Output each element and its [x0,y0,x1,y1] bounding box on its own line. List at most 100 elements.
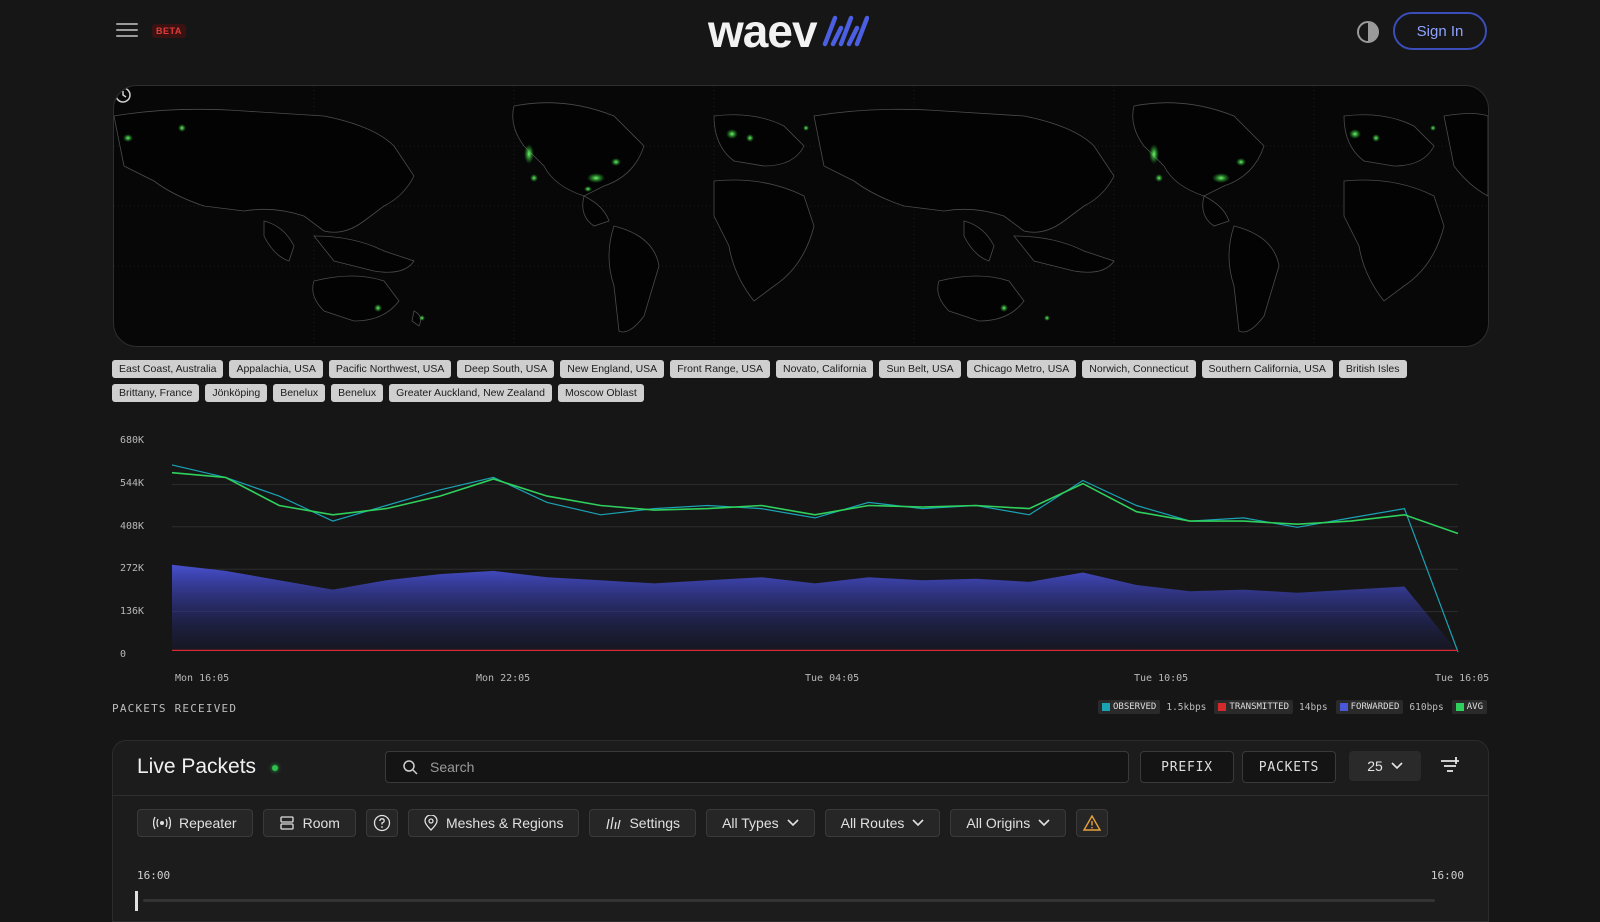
legend-item[interactable]: AVG [1451,700,1487,714]
chevron-down-icon [1391,762,1403,770]
settings-icon [606,816,622,830]
packets-button[interactable]: PACKETS [1242,751,1336,783]
history-icon[interactable] [114,86,132,104]
filter-icon[interactable] [1439,756,1461,776]
y-tick: 272K [120,563,145,574]
x-tick: Tue 10:05 [1134,673,1189,684]
legend-swatch [1102,703,1110,711]
region-tag[interactable]: Brittany, France [112,384,200,402]
series-observed-line [171,464,1459,653]
y-tick: 136K [120,606,145,617]
region-tag[interactable]: Front Range, USA [670,360,770,378]
x-tick: Tue 04:05 [805,673,860,684]
legend-value: 1.5kbps [1166,701,1207,713]
legend-value: 610bps [1409,701,1444,713]
legend-swatch [1218,703,1227,711]
timeline-track[interactable] [143,899,1435,902]
warning-icon [1083,815,1102,831]
region-tag[interactable]: Norwich, Connecticut [1082,360,1196,378]
settings-label: Settings [629,815,681,831]
legend-key: TRANSMITTED [1214,700,1294,714]
world-map[interactable] [113,85,1489,347]
region-tag[interactable]: Pacific Northwest, USA [328,360,452,378]
search-box[interactable] [385,751,1129,783]
menu-icon[interactable] [116,20,138,42]
legend-name: FORWARDED [1350,702,1400,712]
chevron-down-icon [1038,819,1050,827]
legend-key: AVG [1451,700,1487,714]
meshes-label: Meshes & Regions [445,815,564,831]
region-tag[interactable]: Benelux [273,384,326,402]
live-packets-title: Live Packets [137,755,257,778]
y-tick: 680K [120,435,145,446]
timeline-start: 16:00 [137,869,171,882]
region-tag[interactable]: Greater Auckland, New Zealand [389,384,552,402]
x-tick: Tue 16:05 [1435,673,1490,684]
page-size-select[interactable]: 25 [1349,751,1421,781]
routes-dropdown[interactable]: All Routes [824,809,941,837]
region-tag[interactable]: British Isles [1338,360,1407,378]
origins-label: All Origins [966,815,1031,831]
live-status-dot [272,765,278,771]
room-label: Room [302,815,340,831]
region-tag[interactable]: Southern California, USA [1201,360,1333,378]
y-tick: 544K [120,478,145,489]
x-tick: Mon 16:05 [175,673,230,684]
logo[interactable]: waev [708,5,869,57]
region-tag[interactable]: Benelux [331,384,384,402]
repeater-filter-button[interactable]: Repeater [137,809,253,837]
region-tag[interactable]: Novato, California [775,360,874,378]
region-tag[interactable]: East Coast, Australia [112,360,224,378]
legend-name: TRANSMITTED [1229,702,1290,712]
region-tag[interactable]: Moscow Oblast [557,384,644,402]
room-filter-button[interactable]: Room [262,809,356,837]
live-packets-header: Live Packets PREFIX PACKETS 25 [113,741,1488,796]
repeater-label: Repeater [179,815,237,831]
legend-swatch [1455,703,1464,711]
chevron-down-icon [912,819,924,827]
page-size-value: 25 [1367,758,1383,774]
search-input[interactable] [428,758,1112,776]
region-tags: East Coast, Australia Appalachia, USA Paci… [112,360,1492,402]
legend-key: FORWARDED [1335,700,1404,714]
logo-text: waev [708,5,818,57]
region-tag[interactable]: Deep South, USA [457,360,555,378]
live-packets-panel: Live Packets PREFIX PACKETS 25 [112,740,1489,922]
settings-button[interactable]: Settings [589,809,697,837]
timeline-handle[interactable] [135,891,138,911]
region-tag[interactable]: Jönköping [205,384,268,402]
series-forwarded-area [172,564,1458,652]
map-canvas [114,86,1488,346]
legend-key: OBSERVED [1098,700,1161,714]
y-tick: 0 [120,649,127,660]
routes-label: All Routes [840,815,905,831]
repeater-icon [153,816,171,830]
prefix-button[interactable]: PREFIX [1140,751,1234,783]
origins-dropdown[interactable]: All Origins [950,809,1067,837]
help-icon [373,814,391,832]
chart-legend: OBSERVED 1.5kbps TRANSMITTED 14bps FORWARDED… [1075,700,1487,714]
series-avg-line [171,471,1459,535]
region-tag[interactable]: New England, USA [560,360,665,378]
sign-in-button[interactable]: Sign In [1393,12,1487,50]
theme-icon[interactable] [1356,20,1380,44]
region-tag[interactable]: Sun Belt, USA [879,360,961,378]
pin-icon [424,815,438,831]
region-tag[interactable]: Chicago Metro, USA [966,360,1077,378]
meshes-regions-button[interactable]: Meshes & Regions [407,809,580,837]
legend-swatch [1339,703,1348,711]
types-label: All Types [722,815,779,831]
legend-item[interactable]: OBSERVED 1.5kbps [1098,700,1206,714]
x-tick: Mon 22:05 [476,673,531,684]
legend-item[interactable]: TRANSMITTED 14bps [1214,700,1328,714]
region-tag[interactable]: Appalachia, USA [229,360,323,378]
chart-canvas [171,464,1459,653]
room-icon [279,816,294,830]
warning-button[interactable] [1076,809,1109,837]
types-dropdown[interactable]: All Types [706,809,815,837]
packets-chart: 680K 544K 408K 272K 136K 0 Mon 16:05 Mon… [112,430,1492,690]
logo-mark-icon [822,15,869,47]
legend-name: AVG [1466,702,1483,712]
help-button[interactable] [365,809,398,837]
legend-item[interactable]: FORWARDED 610bps [1335,700,1444,714]
